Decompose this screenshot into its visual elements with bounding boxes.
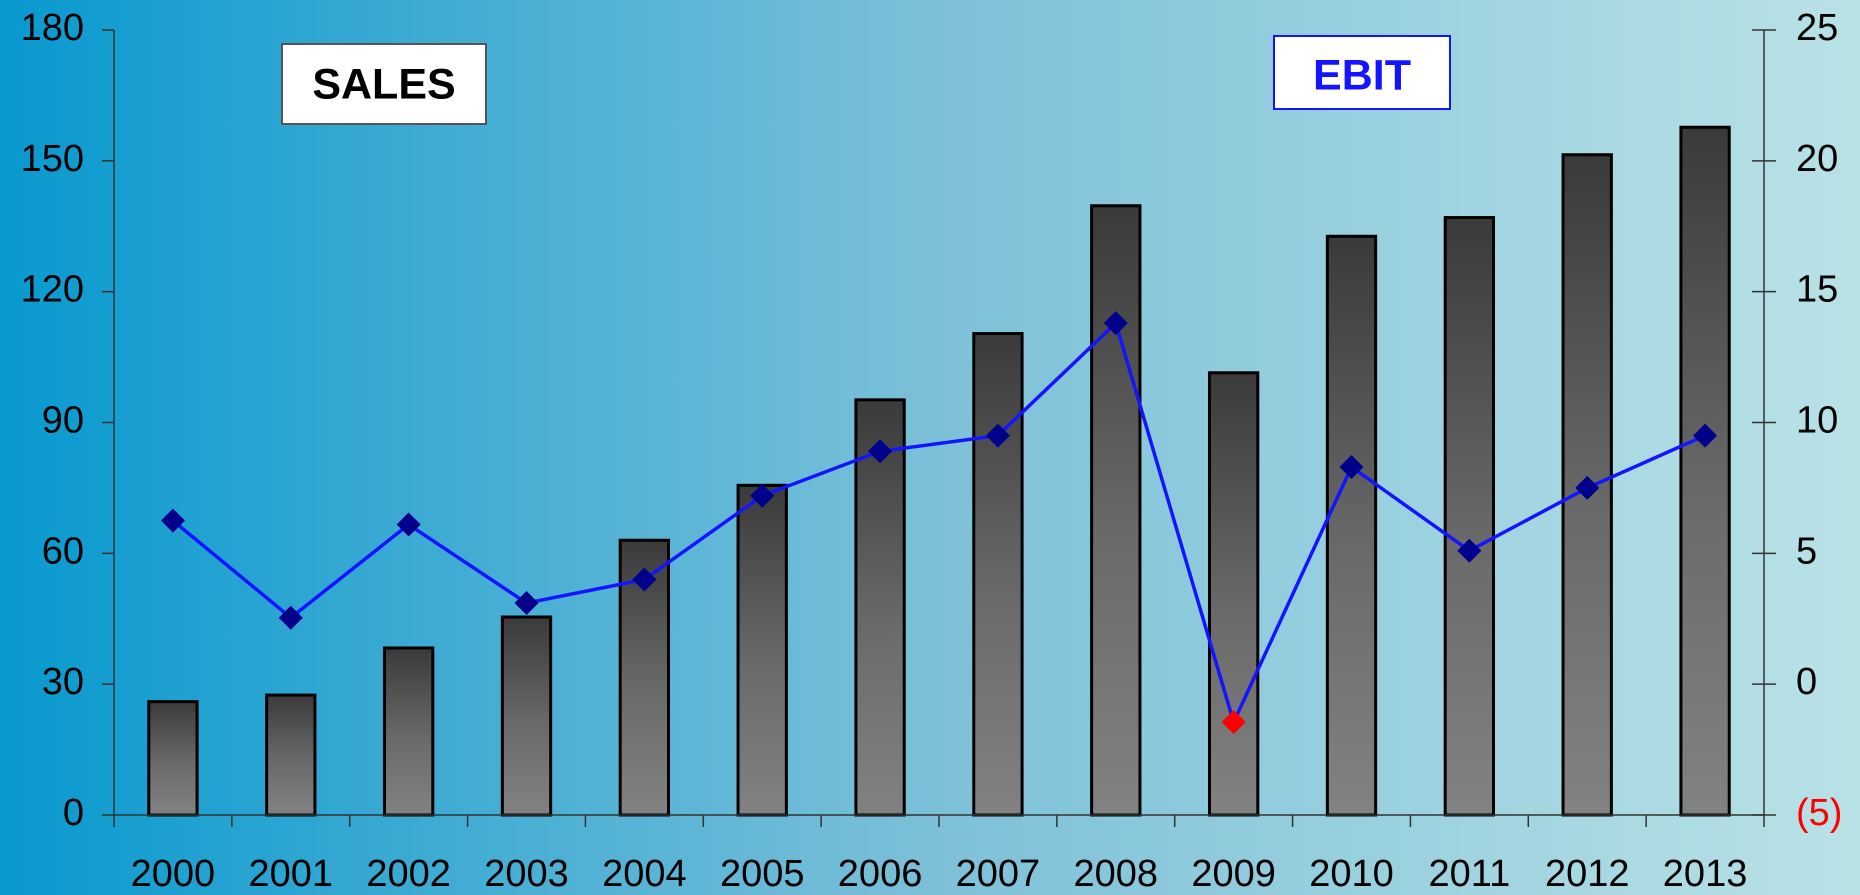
y-tick-label: 180 <box>21 7 84 49</box>
y2-tick-label: 0 <box>1796 661 1817 703</box>
y2-tick-label: 25 <box>1796 7 1838 49</box>
x-tick-label: 2005 <box>720 853 805 895</box>
y2-tick-label: 10 <box>1796 400 1838 442</box>
marker <box>1221 710 1246 735</box>
y-tick-label: 150 <box>21 138 84 180</box>
y2-tick-label: 15 <box>1796 269 1838 311</box>
bar <box>972 332 1024 817</box>
bar <box>382 646 435 817</box>
marker <box>514 591 539 616</box>
y-tick-label: 120 <box>21 269 84 311</box>
marker <box>1103 311 1128 336</box>
legend-label: SALES <box>312 60 455 108</box>
bar <box>1443 216 1496 817</box>
x-tick-label: 2011 <box>1428 853 1510 895</box>
y2-tick-label: (5) <box>1796 792 1842 834</box>
marker <box>160 508 185 533</box>
bar <box>1090 204 1142 817</box>
x-tick-label: 2000 <box>131 853 216 895</box>
x-tick-label: 2008 <box>1074 853 1159 895</box>
x-tick-label: 2002 <box>366 853 451 895</box>
marker <box>632 567 657 592</box>
bar <box>500 615 553 817</box>
x-tick-label: 2013 <box>1663 853 1748 895</box>
marker <box>1339 454 1364 479</box>
y2-tick-label: 20 <box>1796 138 1838 180</box>
y-tick-label: 30 <box>42 661 84 703</box>
y2-tick-label: 5 <box>1796 530 1817 572</box>
marker <box>1693 423 1718 448</box>
bar <box>1325 234 1378 817</box>
line <box>171 319 1706 728</box>
marker <box>278 605 303 630</box>
y-tick-label: 0 <box>63 792 84 834</box>
marker <box>1457 538 1482 563</box>
x-tick-label: 2006 <box>838 853 923 895</box>
bar <box>265 693 317 817</box>
bar <box>736 483 788 817</box>
marker <box>985 423 1010 448</box>
marker <box>750 483 775 508</box>
x-tick-label: 2009 <box>1191 853 1276 895</box>
legend-box <box>281 43 487 125</box>
x-tick-label: 2004 <box>602 853 687 895</box>
y-tick-label: 60 <box>42 530 84 572</box>
x-tick-label: 2001 <box>249 853 334 895</box>
marker <box>1575 475 1600 500</box>
plot: 0 30 60 90 120 150 180 (5) 0 5 10 15 20 25 2000 2001 200… <box>21 7 1843 895</box>
legend-box <box>1273 35 1451 110</box>
x-tick-label: 2010 <box>1309 853 1394 895</box>
x-tick-label: 2012 <box>1545 853 1630 895</box>
legend-label: EBIT <box>1313 51 1411 99</box>
x-tick-label: 2003 <box>484 853 569 895</box>
x-tick-label: 2007 <box>956 853 1041 895</box>
bar <box>854 398 906 817</box>
marker <box>396 512 421 537</box>
bar <box>147 700 199 817</box>
bar <box>1207 371 1260 817</box>
marker <box>868 439 893 464</box>
bar <box>1679 125 1731 817</box>
y-tick-label: 90 <box>42 400 84 442</box>
